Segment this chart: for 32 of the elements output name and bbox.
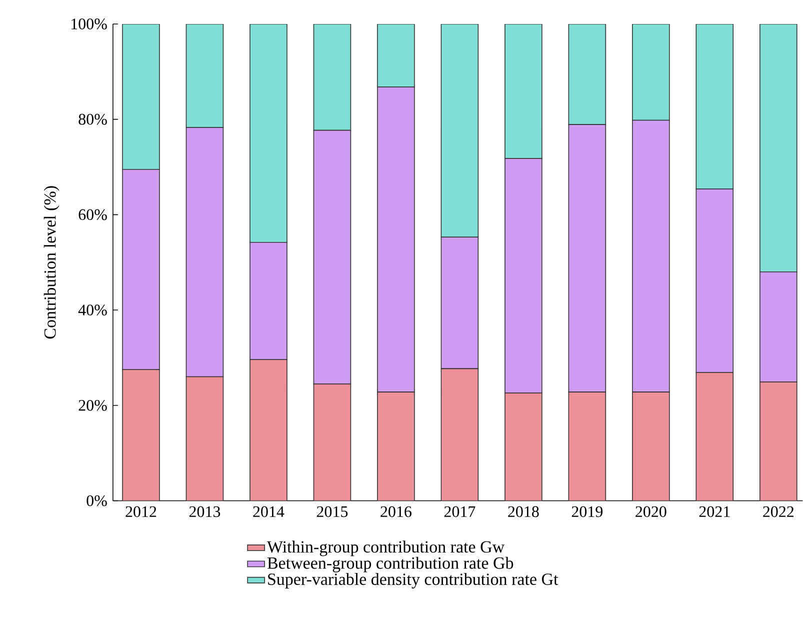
y-tick-label: 60% [78,209,107,220]
bar [568,392,606,501]
x-tick-label: 2021 [699,506,730,518]
bar [122,369,160,501]
y-tick-label: 80% [78,114,107,125]
x-tick-label: 2014 [253,506,284,518]
x-tick-label: 2015 [316,506,348,518]
bar [759,382,798,501]
y-tick-label: 100% [72,18,107,30]
x-tick-label: 2017 [444,506,476,518]
x-tick-label: 2022 [763,506,794,518]
bar [250,359,288,501]
legend-label: Between-group contribution rate Gb [267,557,514,572]
bar [440,368,479,501]
legend-label: Within-group contribution rate Gw [266,540,505,556]
bar [504,392,542,501]
x-tick-label: 2019 [572,506,602,518]
y-tick-label: 20% [78,400,107,411]
bar [313,384,352,501]
bar [377,392,415,501]
x-tick-label: 2012 [126,506,156,518]
x-tick-label: 2020 [636,506,666,518]
bar [186,376,224,501]
x-tick-label: 2013 [189,506,220,518]
x-tick-label: 2016 [380,506,412,518]
y-tick-label: 0% [86,495,107,506]
bar [632,392,670,501]
y-tick-label: 40% [78,304,107,316]
legend-label: Super-variable density contribution rate Gt [268,573,558,589]
y-axis-title: Contribution level (%) [44,186,60,339]
x-tick-label: 2018 [508,506,539,518]
bar [696,372,734,501]
